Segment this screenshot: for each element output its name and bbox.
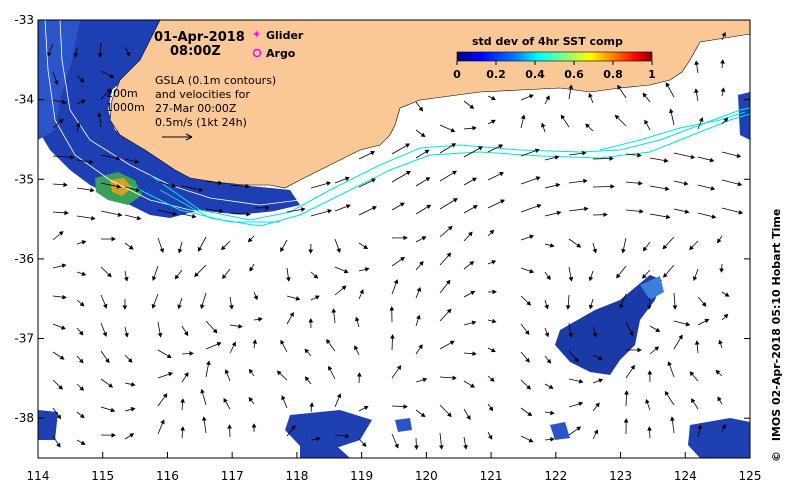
colorbar-title: std dev of 4hr SST comp [472,35,623,48]
x-tick-label: 125 [739,469,762,483]
x-tick-label: 116 [156,469,179,483]
x-tick-label: 114 [27,469,50,483]
y-tick-label: -38 [14,411,34,425]
x-tick-label: 120 [415,469,438,483]
y-tick-label: -33 [14,13,34,27]
x-tick-label: 122 [544,469,567,483]
header-time: 08:00Z [170,44,221,59]
colorbar-tick-label: 0.8 [603,68,623,81]
x-tick-label: 115 [91,469,114,483]
x-tick-label: 123 [609,469,632,483]
y-tick-label: -35 [14,172,34,186]
x-tick-label: 118 [285,469,308,483]
annotation-line1: GSLA (0.1m contours) [155,74,276,87]
colorbar-tick-label: 1 [648,68,656,81]
header-date: 01-Apr-2018 [154,30,245,45]
glider-label: Glider [266,29,304,42]
x-tick-label: 121 [480,469,503,483]
sst-far-west-patch [38,410,58,440]
x-tick-label: 119 [350,469,373,483]
colorbar-gradient [457,52,652,61]
x-tick-label: 124 [674,469,697,483]
argo-label: Argo [266,47,296,60]
sst-south-patch-5 [395,418,412,432]
colorbar-tick-label: 0.2 [486,68,506,81]
glider-icon: ✦ [252,28,261,41]
credit-text: © IMOS 02-Apr-2018 05:10 Hobart Time [770,209,783,462]
annotation-scale-label: 0.5m/s (1kt 24h) [155,116,247,129]
y-tick-label: -36 [14,252,34,266]
annotation-line3: 27-Mar 00:00Z [155,102,237,115]
y-tick-label: -37 [14,332,34,346]
annotation-line2: and velocities for [155,88,250,101]
colorbar-tick-label: 0.4 [525,68,545,81]
credit-copyright: © [770,451,783,462]
colorbar-tick-label: 0 [453,68,461,81]
sst-south-patch-3 [688,418,750,458]
credit-label: IMOS 02-Apr-2018 05:10 Hobart Time [770,209,783,441]
y-tick-label: -34 [14,93,34,107]
x-tick-label: 117 [221,469,244,483]
isobath-label-1000m: 1000m [106,101,145,114]
isobath-label-200m: 200m [106,87,138,100]
colorbar-tick-label: 0.6 [564,68,584,81]
